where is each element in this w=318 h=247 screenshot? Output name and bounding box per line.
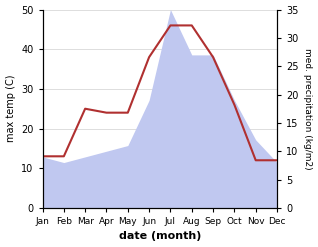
Y-axis label: med. precipitation (kg/m2): med. precipitation (kg/m2) [303, 48, 313, 169]
Y-axis label: max temp (C): max temp (C) [5, 75, 16, 143]
X-axis label: date (month): date (month) [119, 231, 201, 242]
